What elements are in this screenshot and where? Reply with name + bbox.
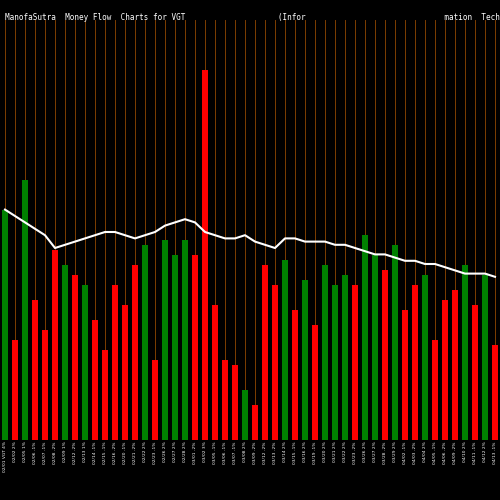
Bar <box>252 405 258 440</box>
Bar <box>112 285 118 440</box>
Bar <box>212 305 218 440</box>
Bar <box>342 275 348 440</box>
Bar <box>372 255 378 440</box>
Text: ManofaSutra  Money Flow  Charts for VGT                    (Infor               : ManofaSutra Money Flow Charts for VGT (I… <box>5 12 500 22</box>
Bar <box>192 255 198 440</box>
Bar <box>182 240 188 440</box>
Bar <box>52 250 58 440</box>
Bar <box>122 305 128 440</box>
Bar <box>72 275 78 440</box>
Bar <box>302 280 308 440</box>
Bar <box>472 305 478 440</box>
Bar <box>392 245 398 440</box>
Bar <box>102 350 108 440</box>
Bar <box>382 270 388 440</box>
Bar <box>452 290 458 440</box>
Bar <box>282 260 288 440</box>
Bar <box>352 285 358 440</box>
Bar <box>442 300 448 440</box>
Bar <box>262 265 268 440</box>
Bar <box>2 210 8 440</box>
Bar <box>202 70 208 440</box>
Bar <box>62 265 68 440</box>
Bar <box>232 365 238 440</box>
Bar <box>222 360 228 440</box>
Bar <box>322 265 328 440</box>
Bar <box>162 240 168 440</box>
Bar <box>492 345 498 440</box>
Bar <box>172 255 178 440</box>
Bar <box>92 320 98 440</box>
Bar <box>422 275 428 440</box>
Bar <box>292 310 298 440</box>
Bar <box>402 310 408 440</box>
Bar <box>42 330 48 440</box>
Bar <box>142 245 148 440</box>
Bar <box>272 285 278 440</box>
Bar <box>482 275 488 440</box>
Bar <box>412 285 418 440</box>
Bar <box>32 300 38 440</box>
Bar <box>132 265 138 440</box>
Bar <box>332 285 338 440</box>
Bar <box>432 340 438 440</box>
Bar <box>242 390 248 440</box>
Bar <box>82 285 88 440</box>
Bar <box>462 265 468 440</box>
Bar <box>152 360 158 440</box>
Bar <box>312 325 318 440</box>
Bar <box>362 235 368 440</box>
Bar <box>22 180 28 440</box>
Bar <box>12 340 18 440</box>
